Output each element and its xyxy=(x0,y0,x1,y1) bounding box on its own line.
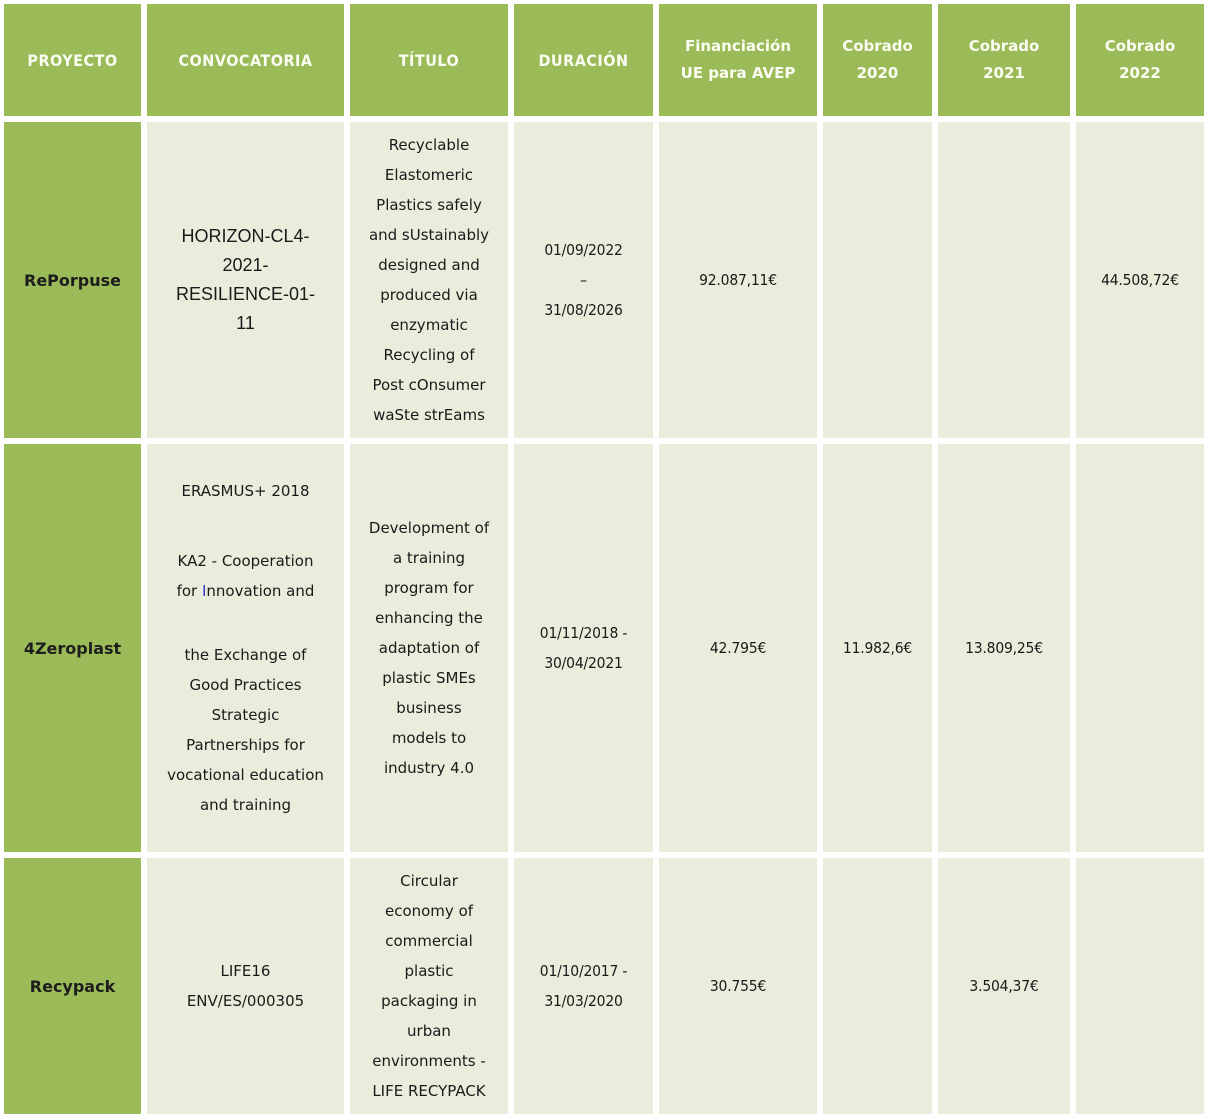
cell-convocatoria: HORIZON-CL4- 2021- RESILIENCE-01- 11 xyxy=(147,122,344,438)
cell-duracion: 01/11/2018 - 30/04/2021 xyxy=(514,444,653,852)
cell-titulo: Development of a training program for en… xyxy=(350,444,508,852)
row-label-proyecto: 4Zeroplast xyxy=(4,444,141,852)
row-label-proyecto: Recypack xyxy=(4,858,141,1114)
col-header-cobrado-2021: Cobrado 2021 xyxy=(938,4,1070,116)
col-header-financiacion: Financiación UE para AVEP xyxy=(659,4,817,116)
cell-cobrado-2022 xyxy=(1076,444,1204,852)
cell-convocatoria: ERASMUS+ 2018 KA2 - Cooperation for Inno… xyxy=(147,444,344,852)
cell-duracion: 01/10/2017 - 31/03/2020 xyxy=(514,858,653,1114)
cell-duracion: 01/09/2022 – 31/08/2026 xyxy=(514,122,653,438)
cell-cobrado-2020 xyxy=(823,122,932,438)
convocatoria-paragraph-2: KA2 - Cooperation for Innovation and xyxy=(149,546,342,606)
col-header-proyecto: PROYECTO xyxy=(4,4,141,116)
table-row-reporpuse: RePorpuse HORIZON-CL4- 2021- RESILIENCE-… xyxy=(4,122,1204,438)
cell-cobrado-2021: 13.809,25€ xyxy=(938,444,1070,852)
col-header-cobrado-2022: Cobrado 2022 xyxy=(1076,4,1204,116)
col-header-titulo: TÍTULO xyxy=(350,4,508,116)
cell-cobrado-2021: 3.504,37€ xyxy=(938,858,1070,1114)
cell-cobrado-2022: 44.508,72€ xyxy=(1076,122,1204,438)
cell-titulo: Recyclable Elastomeric Plastics safely a… xyxy=(350,122,508,438)
cell-cobrado-2021 xyxy=(938,122,1070,438)
cell-titulo: Circular economy of commercial plastic p… xyxy=(350,858,508,1114)
col-header-duracion: DURACIÓN xyxy=(514,4,653,116)
table-row-recypack: Recypack LIFE16 ENV/ES/000305 Circular e… xyxy=(4,858,1204,1114)
table-row-4zeroplast: 4Zeroplast ERASMUS+ 2018 KA2 - Cooperati… xyxy=(4,444,1204,852)
cell-cobrado-2020 xyxy=(823,858,932,1114)
convocatoria-paragraph-1: ERASMUS+ 2018 xyxy=(181,482,310,500)
row-label-proyecto: RePorpuse xyxy=(4,122,141,438)
col-header-cobrado-2020: Cobrado 2020 xyxy=(823,4,932,116)
innovation-blue-letter: I xyxy=(201,582,207,600)
cell-convocatoria: LIFE16 ENV/ES/000305 xyxy=(147,858,344,1114)
cell-financiacion: 92.087,11€ xyxy=(659,122,817,438)
cell-financiacion: 42.795€ xyxy=(659,444,817,852)
convocatoria-paragraph-3: the Exchange of Good Practices Strategic… xyxy=(167,646,324,814)
header-row: PROYECTO CONVOCATORIA TÍTULO DURACIÓN Fi… xyxy=(4,4,1204,116)
cell-financiacion: 30.755€ xyxy=(659,858,817,1114)
cell-cobrado-2020: 11.982,6€ xyxy=(823,444,932,852)
convocatoria-text-after: nnovation and xyxy=(206,582,315,600)
convocatoria-text-before: KA2 - Cooperation for xyxy=(176,552,314,600)
cell-cobrado-2022 xyxy=(1076,858,1204,1114)
col-header-convocatoria: CONVOCATORIA xyxy=(147,4,344,116)
